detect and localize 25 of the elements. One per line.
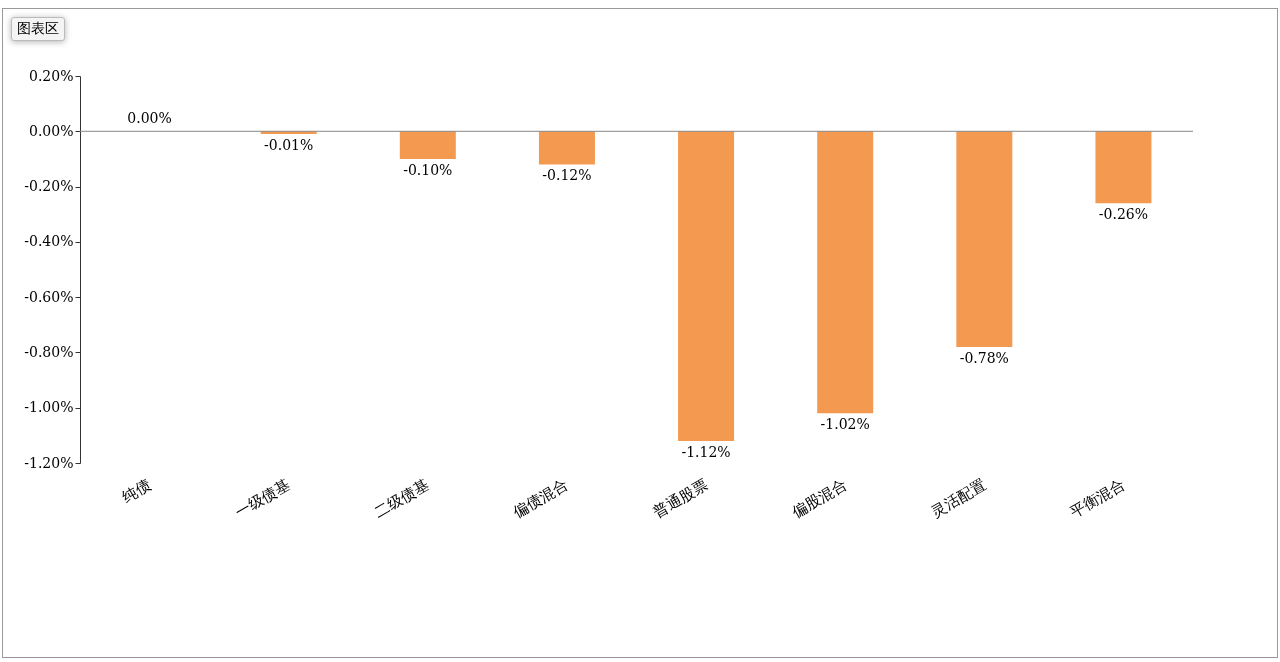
data-label: 0.00%	[127, 110, 172, 127]
x-tick-label: 平衡混合	[1066, 475, 1128, 522]
x-tick-label: 偏债混合	[510, 475, 572, 522]
x-tick-label: 二级债基	[371, 475, 433, 522]
x-tick-label: 普通股票	[649, 475, 711, 522]
y-tick-label: -0.80%	[24, 343, 74, 360]
y-tick-label: -1.00%	[24, 399, 74, 416]
data-label: -1.02%	[820, 416, 870, 433]
data-label: -0.12%	[542, 167, 592, 184]
y-tick-label: -1.20%	[24, 454, 74, 471]
x-tick-label: 偏股混合	[788, 475, 850, 522]
x-tick-label: 一级债基	[232, 475, 294, 522]
text: 图表区	[11, 17, 65, 41]
y-tick-label: -0.20%	[24, 178, 74, 195]
data-label: -0.78%	[959, 349, 1009, 366]
x-tick-label: 灵活配置	[927, 475, 989, 522]
y-tick-label: -0.60%	[24, 288, 74, 305]
data-label: -0.10%	[403, 161, 453, 178]
x-tick-label: 纯债	[119, 475, 155, 507]
y-tick-label: 0.00%	[29, 122, 74, 139]
data-label: -0.01%	[264, 137, 314, 154]
data-label: -1.12%	[681, 443, 731, 460]
y-tick-label: 0.20%	[29, 67, 74, 84]
data-label: -0.26%	[1098, 206, 1149, 223]
y-tick-label: -0.40%	[24, 233, 74, 250]
